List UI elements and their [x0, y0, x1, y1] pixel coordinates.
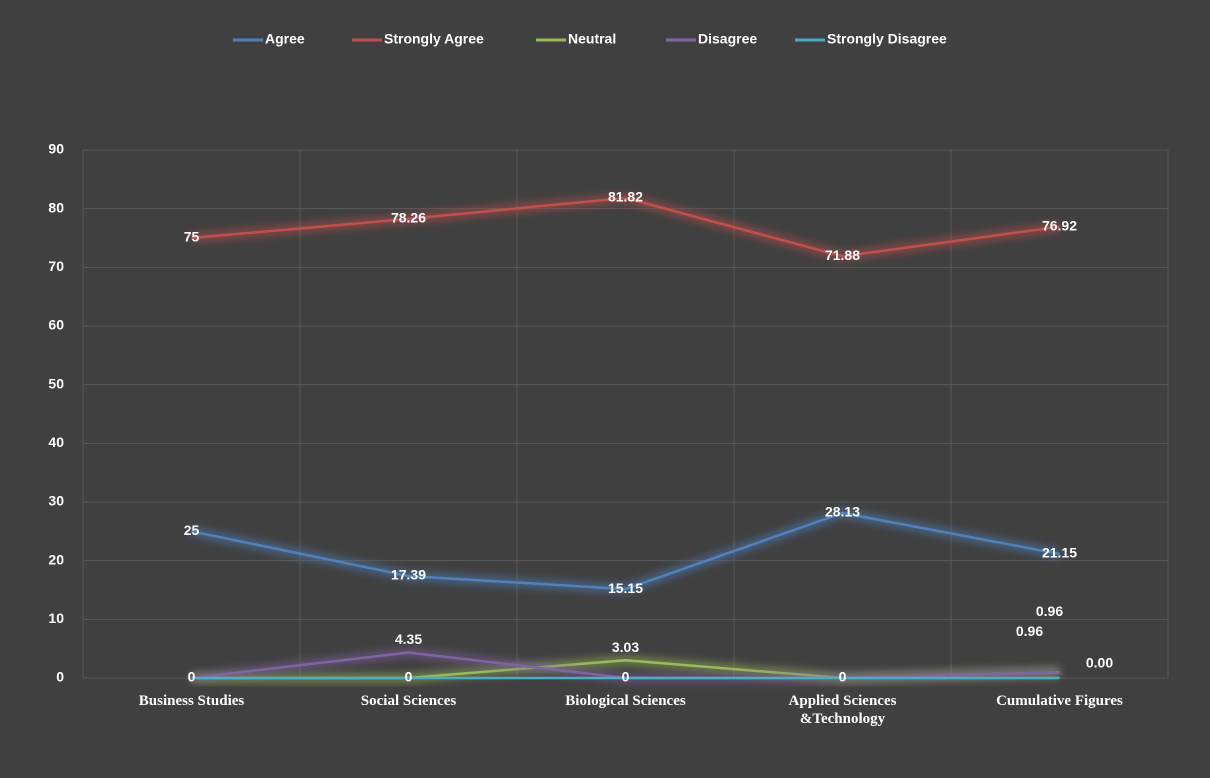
data-label: 4.35: [395, 631, 422, 647]
y-tick-label: 0: [56, 669, 64, 685]
data-label: 71.88: [825, 247, 860, 263]
data-label: 21.15: [1042, 545, 1077, 561]
data-label: 0: [622, 669, 630, 685]
data-label: 25: [184, 522, 200, 538]
x-tick-label: Biological Sciences: [565, 693, 686, 709]
data-label: 0.00: [1086, 655, 1113, 671]
legend-label: Strongly Agree: [384, 31, 484, 47]
legend-label: Disagree: [698, 31, 757, 47]
y-tick-label: 70: [48, 258, 64, 274]
series-line: [191, 196, 1060, 258]
y-tick-label: 80: [48, 199, 64, 215]
legend-label: Neutral: [568, 31, 616, 47]
x-tick-label: Cumulative Figures: [996, 693, 1123, 709]
data-label: 75: [184, 229, 200, 245]
y-tick-label: 90: [48, 141, 64, 157]
legend-label: Strongly Disagree: [827, 31, 947, 47]
legend-label: Agree: [265, 31, 305, 47]
data-label: 81.82: [608, 189, 643, 205]
data-label: 0: [405, 669, 413, 685]
y-tick-label: 30: [48, 493, 64, 509]
data-label: 0.96: [1036, 603, 1063, 619]
x-tick-label: Applied Sciences &Technology: [788, 693, 897, 727]
data-label: 0: [188, 669, 196, 685]
y-tick-label: 10: [48, 610, 64, 626]
x-tick-label: Business Studies: [138, 693, 245, 709]
y-tick-label: 50: [48, 375, 64, 391]
y-tick-label: 20: [48, 551, 64, 567]
y-tick-label: 60: [48, 317, 64, 333]
y-tick-label: 40: [48, 434, 64, 450]
series-glow: [190, 507, 1061, 595]
data-label: 3.03: [612, 639, 639, 655]
series-line: [191, 511, 1060, 591]
data-label: 0: [839, 669, 847, 685]
data-label: 76.92: [1042, 217, 1077, 233]
data-label: 0.96: [1016, 623, 1043, 639]
x-tick-label: Social Sciences: [360, 693, 457, 709]
data-label: 17.39: [391, 567, 426, 583]
data-label: 15.15: [608, 580, 643, 596]
data-label: 78.26: [391, 210, 426, 226]
data-label: 28.13: [825, 504, 860, 520]
